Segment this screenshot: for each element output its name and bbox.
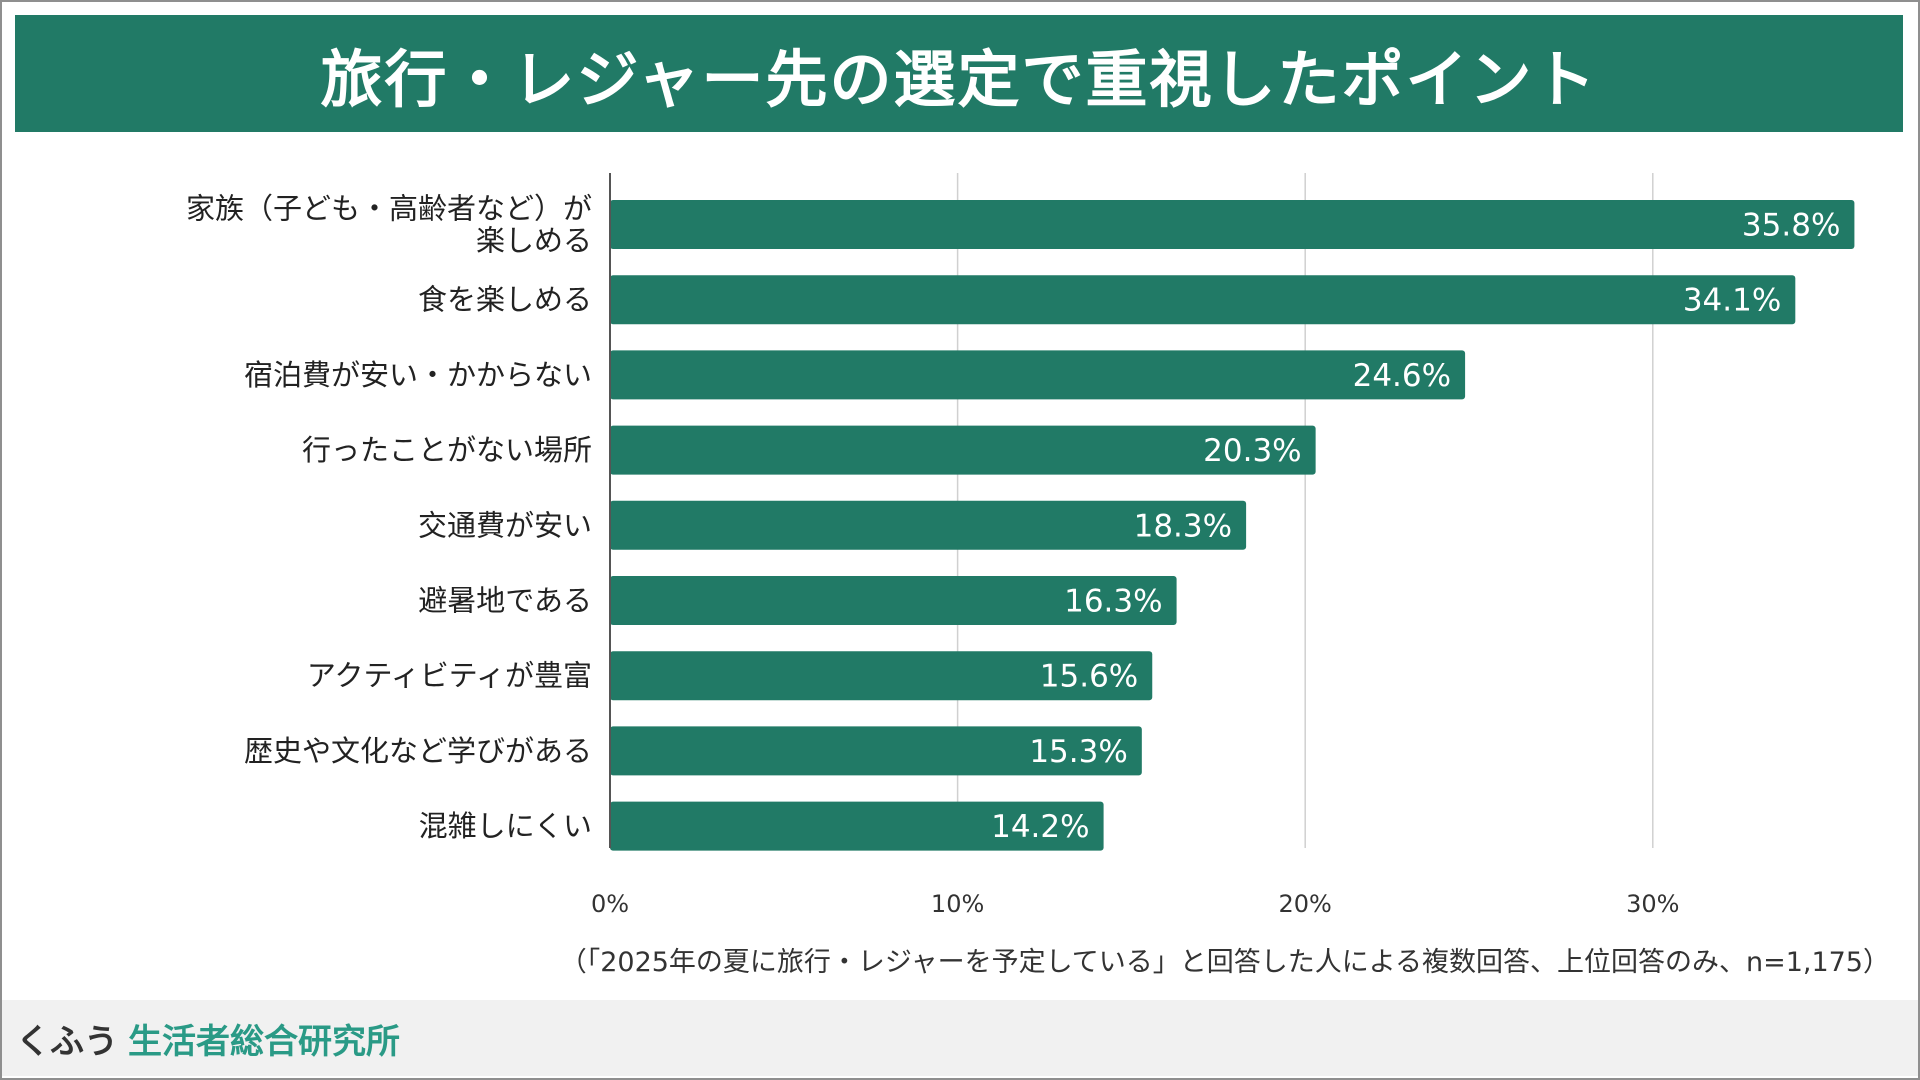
category-label-line: 家族（子ども・高齢者など）が [186,192,592,226]
bar [610,576,1177,625]
brand-prefix: くふう [16,1021,118,1062]
survey-note: （「2025年の夏に旅行・レジャーを予定している」と回答した人による複数回答、上… [559,947,1890,978]
bar-value-label: 16.3% [1064,584,1162,620]
category-label-line: 食を楽しめる [418,283,592,317]
bar-value-label: 14.2% [991,809,1089,845]
bar-value-label: 35.8% [1742,208,1840,244]
bar [610,425,1316,475]
bar-value-label: 18.3% [1134,508,1232,544]
bar-value-label: 15.6% [1040,659,1138,695]
category-label: アクティビティが豊富 [307,659,592,693]
category-label-line: 歴史や文化など学びがある [244,734,592,768]
category-label: 避暑地である [418,584,592,618]
category-label: 食を楽しめる [418,283,592,317]
category-label-line: アクティビティが豊富 [307,659,592,693]
x-tick-label: 10% [931,890,984,918]
category-label-line: 避暑地である [418,584,592,618]
category-label: 交通費が安い [418,508,592,542]
category-label-line: 交通費が安い [418,508,592,542]
category-labels: 家族（子ども・高齢者など）が楽しめる食を楽しめる宿泊費が安い・かからない行ったこ… [186,192,592,844]
bar [610,350,1466,400]
x-tick-label: 0% [591,890,629,918]
category-label: 混雑しにくい [419,809,592,843]
category-label-line: 混雑しにくい [419,809,592,843]
bar [610,275,1796,325]
bar [610,500,1247,550]
x-tick-label: 20% [1279,890,1332,918]
category-label: 歴史や文化など学びがある [244,734,592,768]
bar [610,651,1153,701]
chart-title: 旅行・レジャー先の選定で重視したポイント [320,42,1598,116]
bar [610,726,1142,776]
title-banner: 旅行・レジャー先の選定で重視したポイント [15,15,1903,132]
category-label: 行ったことがない場所 [302,433,592,467]
bar-value-label: 34.1% [1683,283,1781,319]
category-label-line: 楽しめる [476,224,592,258]
bar-chart: 家族（子ども・高齢者など）が楽しめる食を楽しめる宿泊費が安い・かからない行ったこ… [186,173,1855,918]
bar [610,801,1104,851]
x-tick-label: 30% [1626,890,1679,918]
category-label-line: 行ったことがない場所 [302,433,592,467]
bar [610,200,1855,249]
category-label-line: 宿泊費が安い・かからない [244,358,592,392]
bar-value-label: 20.3% [1203,433,1301,469]
bar-value-label: 24.6% [1353,358,1451,394]
x-axis-ticks: 0% 10% 20% 30% [591,890,1680,918]
value-labels: 35.8% 34.1% 24.6% 20.3% 18.3% 16.3% 15.6% 15.3%… [991,208,1840,846]
category-label: 宿泊費が安い・かからない [244,358,592,392]
category-label: 家族（子ども・高齢者など）が楽しめる [186,192,592,258]
bars [610,200,1855,851]
brand-name: 生活者総合研究所 [128,1021,400,1062]
footer-bar: くふう 生活者総合研究所 [2,1000,1918,1076]
bar-value-label: 15.3% [1029,734,1127,770]
